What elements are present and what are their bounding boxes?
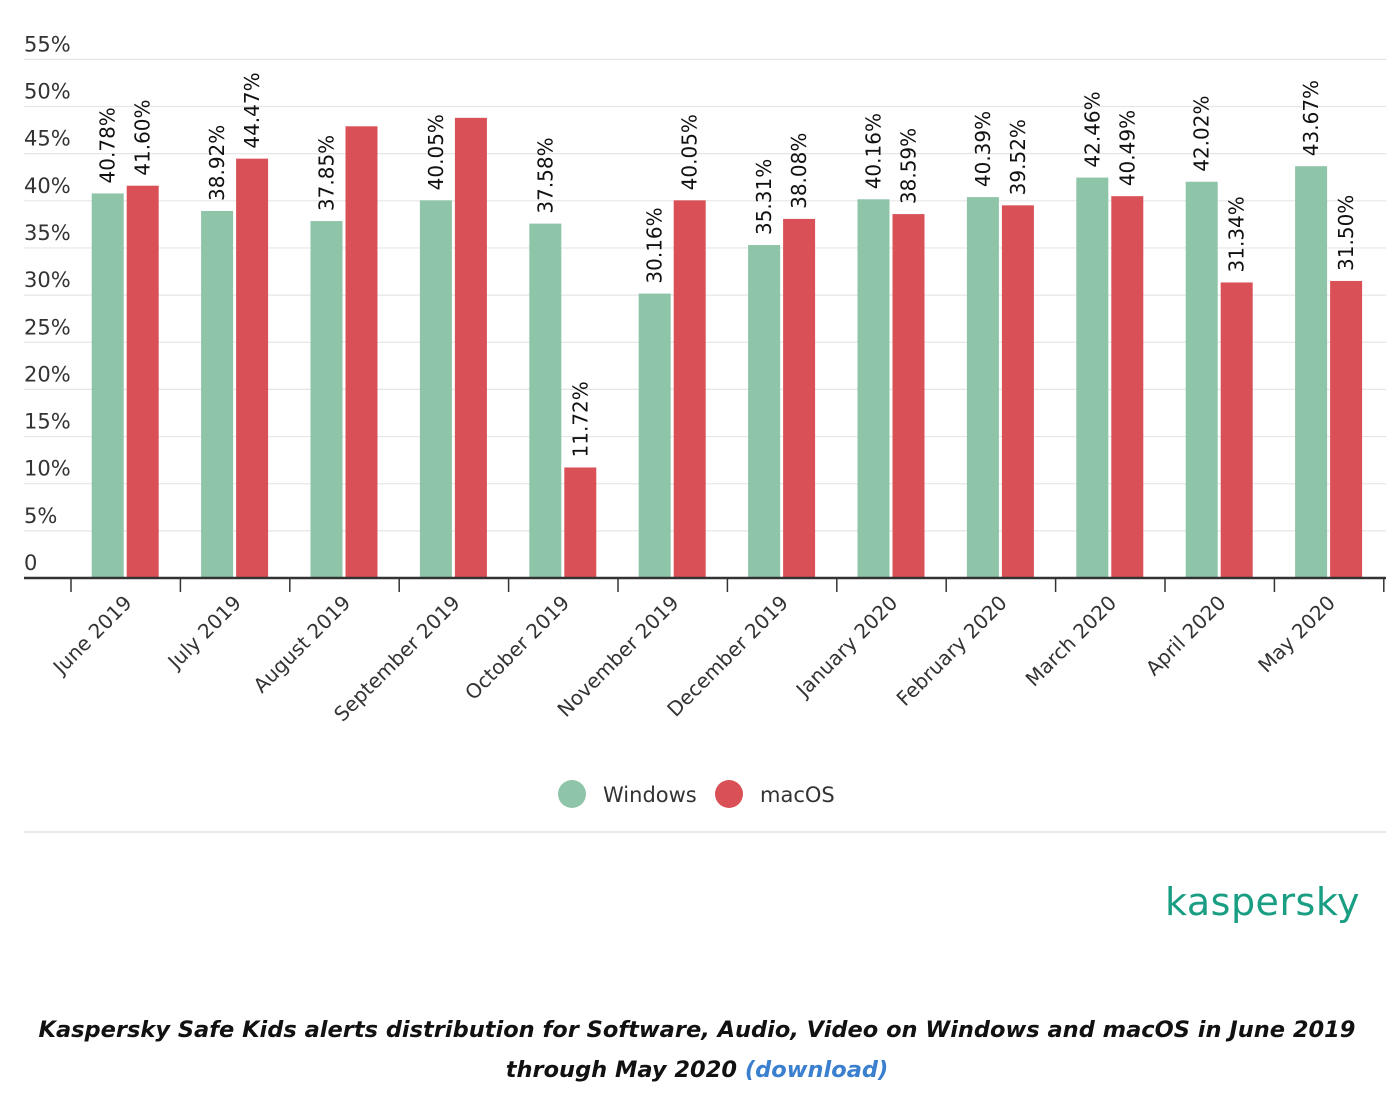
macos-bar	[1111, 196, 1144, 578]
data-labels: 40.78% 41.60% 38.92% 44.47% 37.85% 40.05% 37.5…	[96, 72, 1358, 457]
macos-bar	[1220, 282, 1253, 578]
y-tick-label: 35%	[24, 221, 71, 245]
data-label: 31.34%	[1225, 196, 1249, 272]
windows-bar	[966, 197, 999, 578]
data-label: 40.78%	[96, 107, 120, 183]
macos-bar	[564, 467, 597, 578]
macos-bar	[783, 218, 816, 579]
kaspersky-logo: kaspersky	[1165, 880, 1360, 924]
legend-label-macos: macOS	[760, 783, 835, 807]
y-axis-ticks: 0 5% 10% 15% 20% 25% 30% 35% 40% 45% 50% 55%	[24, 32, 71, 575]
macos-bar	[126, 185, 159, 578]
y-tick-label: 45%	[24, 127, 71, 151]
x-category-label: January 2020	[790, 591, 902, 703]
data-label: 35.31%	[752, 159, 776, 235]
data-label: 42.46%	[1080, 91, 1104, 167]
windows-bar	[1185, 181, 1218, 578]
macos-bar	[673, 200, 706, 579]
data-label: 41.60%	[131, 99, 155, 175]
y-tick-label: 0	[24, 551, 37, 575]
data-label: 43.67%	[1299, 80, 1323, 156]
y-tick-label: 15%	[24, 410, 71, 434]
legend-swatch-windows	[558, 780, 586, 808]
data-label: 38.59%	[897, 128, 921, 204]
data-label: 31.50%	[1334, 195, 1358, 271]
y-tick-label: 50%	[24, 80, 71, 104]
x-category-label: February 2020	[892, 591, 1012, 711]
windows-bar	[419, 200, 452, 579]
macos-bar	[454, 117, 487, 578]
data-label: 40.05%	[424, 114, 448, 190]
macos-bar	[236, 158, 269, 579]
data-label: 11.72%	[568, 381, 592, 457]
macos-bar	[892, 214, 925, 578]
y-tick-label: 5%	[24, 504, 57, 528]
macos-bar	[345, 126, 378, 578]
x-category-label: April 2020	[1141, 591, 1231, 681]
windows-bar	[1076, 177, 1109, 578]
x-category-label: June 2019	[47, 591, 137, 681]
data-label: 42.02%	[1190, 95, 1214, 171]
y-tick-label: 40%	[24, 174, 71, 198]
x-category-label: October 2019	[460, 591, 574, 705]
y-tick-label: 10%	[24, 457, 71, 481]
data-label: 37.85%	[315, 135, 339, 211]
bar-chart: 0 5% 10% 15% 20% 25% 30% 35% 40% 45% 50% 55% 40.78%…	[24, 32, 1386, 924]
windows-bar	[1295, 166, 1328, 578]
data-label: 37.58%	[533, 137, 557, 213]
windows-bar	[201, 210, 234, 578]
x-category-label: August 2019	[248, 591, 355, 698]
windows-bar	[529, 223, 562, 578]
data-label: 44.47%	[240, 72, 264, 148]
data-label: 38.92%	[205, 125, 229, 201]
data-label: 40.16%	[862, 113, 886, 189]
x-category-label: July 2019	[162, 591, 246, 675]
macos-bar	[1001, 205, 1034, 578]
caption-text: Kaspersky Safe Kids alerts distribution …	[38, 1017, 1356, 1083]
legend-label-windows: Windows	[603, 783, 697, 807]
windows-bar	[748, 245, 781, 578]
data-label: 30.16%	[643, 207, 667, 283]
x-category-label: March 2020	[1021, 591, 1122, 692]
windows-bar	[310, 221, 343, 578]
data-label: 40.49%	[1115, 110, 1139, 186]
y-tick-label: 25%	[24, 315, 71, 339]
data-label: 40.39%	[971, 111, 995, 187]
windows-bar	[857, 199, 890, 578]
data-label: 39.52%	[1006, 119, 1030, 195]
figure-caption: Kaspersky Safe Kids alerts distribution …	[30, 1010, 1364, 1090]
macos-bar	[1330, 280, 1363, 578]
y-tick-label: 20%	[24, 362, 71, 386]
y-tick-label: 55%	[24, 32, 71, 56]
x-category-label: December 2019	[662, 591, 793, 722]
download-link[interactable]: (download)	[744, 1057, 889, 1083]
windows-bar	[91, 193, 124, 579]
windows-bar	[638, 293, 671, 578]
y-tick-label: 30%	[24, 268, 71, 292]
data-label: 38.08%	[787, 133, 811, 209]
bars	[91, 117, 1363, 579]
legend: Windows macOS	[558, 780, 835, 808]
data-label: 40.05%	[678, 114, 702, 190]
x-category-label: May 2020	[1253, 591, 1340, 678]
legend-swatch-macos	[715, 780, 743, 808]
